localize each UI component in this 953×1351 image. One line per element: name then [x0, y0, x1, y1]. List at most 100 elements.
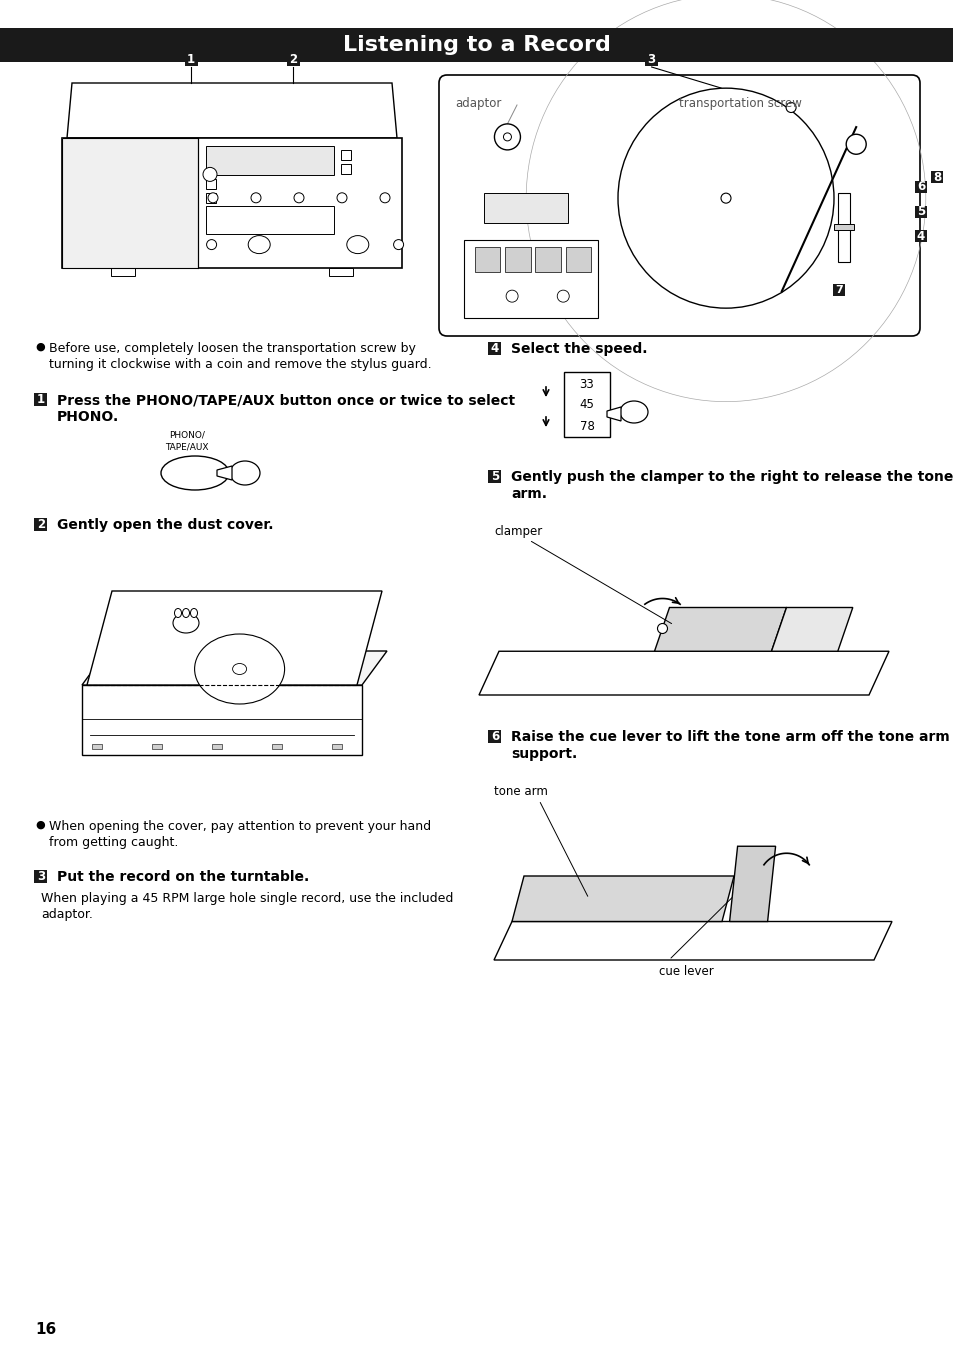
Text: from getting caught.: from getting caught. [49, 836, 178, 848]
Text: Gently push the clamper to the right to release the tone: Gently push the clamper to the right to … [511, 470, 952, 484]
Bar [0, 28, 953, 62]
Polygon shape [494, 921, 891, 961]
Bar [206, 146, 334, 174]
Bar [185, 53, 197, 66]
Polygon shape [478, 651, 888, 694]
Text: Press the PHONO/TAPE/AUX button once or twice to select: Press the PHONO/TAPE/AUX button once or … [57, 393, 515, 407]
Circle shape [203, 168, 216, 181]
Bar [287, 53, 299, 66]
FancyBboxPatch shape [463, 240, 598, 317]
Text: 3: 3 [647, 53, 655, 66]
Text: 4: 4 [491, 342, 498, 355]
Circle shape [251, 193, 261, 203]
Text: 6: 6 [916, 181, 924, 193]
Bar [62, 138, 198, 267]
Bar [488, 342, 501, 355]
Circle shape [208, 193, 218, 203]
Text: When playing a 45 RPM large hole single record, use the included: When playing a 45 RPM large hole single … [41, 892, 453, 905]
Bar [832, 284, 844, 296]
Bar [341, 163, 351, 174]
Text: adaptor.: adaptor. [41, 908, 92, 921]
Bar [212, 744, 222, 748]
Bar [914, 230, 926, 242]
Ellipse shape [230, 461, 260, 485]
Polygon shape [512, 875, 733, 921]
Bar [488, 730, 501, 743]
Text: 1: 1 [37, 393, 45, 407]
Text: transportation screw: transportation screw [679, 96, 801, 109]
Bar [644, 53, 658, 66]
Text: 5: 5 [916, 205, 924, 218]
Polygon shape [87, 590, 381, 685]
Ellipse shape [618, 88, 833, 308]
Circle shape [503, 132, 511, 141]
Bar [341, 150, 351, 159]
FancyBboxPatch shape [438, 76, 919, 336]
Text: 33: 33 [579, 377, 594, 390]
Bar [34, 393, 48, 407]
Ellipse shape [161, 457, 229, 490]
Bar [152, 744, 162, 748]
Text: Before use, completely loosen the transportation screw by: Before use, completely loosen the transp… [49, 342, 416, 355]
Bar [206, 205, 334, 234]
Ellipse shape [191, 608, 197, 617]
Bar [914, 181, 926, 193]
Bar [206, 193, 215, 203]
Circle shape [336, 193, 347, 203]
Bar [535, 247, 560, 272]
Text: turning it clockwise with a coin and remove the stylus guard.: turning it clockwise with a coin and rem… [49, 358, 431, 372]
Ellipse shape [174, 608, 181, 617]
Bar [112, 267, 135, 276]
Polygon shape [606, 407, 620, 422]
Text: ●: ● [35, 820, 45, 830]
Polygon shape [771, 608, 852, 651]
Bar [563, 372, 609, 436]
Text: Listening to a Record: Listening to a Record [343, 35, 610, 55]
Circle shape [720, 193, 730, 203]
Text: When opening the cover, pay attention to prevent your hand: When opening the cover, pay attention to… [49, 820, 431, 834]
Bar [484, 193, 567, 223]
Text: 2: 2 [37, 517, 45, 531]
Bar [475, 247, 500, 272]
Text: Gently open the dust cover.: Gently open the dust cover. [57, 517, 274, 532]
Bar [62, 138, 401, 267]
Bar [565, 247, 591, 272]
Bar [504, 247, 530, 272]
Text: 5: 5 [491, 470, 498, 484]
Text: 4: 4 [916, 230, 924, 242]
Bar [930, 172, 942, 184]
Text: Select the speed.: Select the speed. [511, 342, 647, 357]
Ellipse shape [619, 401, 647, 423]
Bar [206, 178, 215, 189]
Text: 16: 16 [35, 1323, 56, 1337]
Text: 3: 3 [37, 870, 45, 884]
Circle shape [506, 290, 517, 303]
Bar [272, 744, 282, 748]
Text: 1: 1 [187, 53, 195, 66]
Text: adaptor: adaptor [455, 96, 501, 109]
Bar [914, 205, 926, 218]
Ellipse shape [347, 235, 369, 254]
Ellipse shape [172, 613, 199, 634]
Text: Put the record on the turntable.: Put the record on the turntable. [57, 870, 309, 884]
Text: PHONO.: PHONO. [57, 409, 119, 424]
Bar [488, 470, 501, 484]
Text: support.: support. [511, 747, 577, 761]
Polygon shape [729, 846, 775, 921]
Ellipse shape [248, 235, 270, 254]
Bar [837, 193, 849, 262]
Circle shape [657, 624, 667, 634]
Ellipse shape [233, 663, 246, 674]
Ellipse shape [194, 634, 284, 704]
Text: Raise the cue lever to lift the tone arm off the tone arm: Raise the cue lever to lift the tone arm… [511, 730, 949, 744]
Polygon shape [82, 651, 387, 685]
Bar [62, 138, 198, 267]
Text: cue lever: cue lever [659, 965, 713, 978]
Text: clamper: clamper [494, 526, 541, 538]
Circle shape [379, 193, 390, 203]
Circle shape [207, 239, 216, 250]
Text: 7: 7 [834, 285, 841, 295]
Bar [332, 744, 341, 748]
Polygon shape [67, 82, 396, 138]
Ellipse shape [182, 608, 190, 617]
